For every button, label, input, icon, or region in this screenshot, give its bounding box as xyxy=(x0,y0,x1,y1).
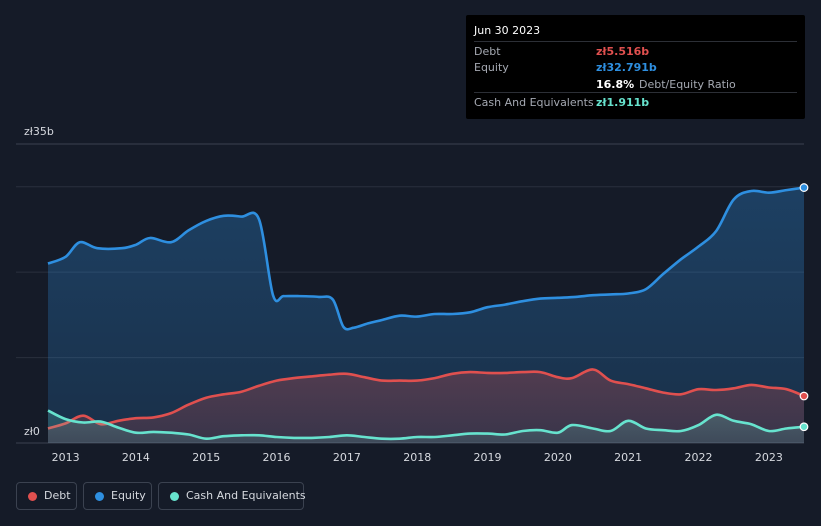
y-axis-min-label: zł0 xyxy=(24,425,40,438)
x-tick-label: 2014 xyxy=(122,451,150,464)
x-tick-label: 2021 xyxy=(614,451,642,464)
x-tick-label: 2018 xyxy=(403,451,431,464)
debt-area xyxy=(48,369,804,443)
x-tick-label: 2015 xyxy=(192,451,220,464)
equity-line xyxy=(47,186,805,331)
tooltip-debt-row: Debt zł5.516b xyxy=(474,41,797,59)
x-tick-label: 2020 xyxy=(544,451,572,464)
cash-and-equivalents-area xyxy=(48,410,804,443)
tooltip-date: Jun 30 2023 xyxy=(474,24,541,37)
debt-line xyxy=(47,368,805,430)
tooltip: Jun 30 2023 Debt zł5.516b Equity zł32.79… xyxy=(466,15,805,119)
tooltip-debt-value: zł5.516b xyxy=(596,45,650,58)
tooltip-equity-row: Equity zł32.791b xyxy=(474,58,797,75)
tooltip-cash-value: zł1.911b xyxy=(596,96,650,109)
equity-area xyxy=(48,187,804,443)
tooltip-ratio-value: 16.8% xyxy=(596,78,635,91)
tooltip-ratio-row: 16.8% Debt/Equity Ratio xyxy=(474,75,797,92)
tooltip-cash-label: Cash And Equivalents xyxy=(474,96,594,109)
x-tick-label: 2019 xyxy=(474,451,502,464)
x-tick-label: 2023 xyxy=(755,451,783,464)
debt-legend-dot-icon xyxy=(28,492,37,501)
equity-end-point xyxy=(799,183,809,192)
cash-and-equivalents-line xyxy=(47,409,805,441)
tooltip-debt-label: Debt xyxy=(474,45,501,58)
legend-equity[interactable]: Equity xyxy=(83,482,152,510)
legend-cash-label: Cash And Equivalents xyxy=(186,489,306,502)
x-tick-label: 2017 xyxy=(333,451,361,464)
x-tick-label: 2016 xyxy=(263,451,291,464)
legend-debt-label: Debt xyxy=(44,489,71,502)
x-tick-label: 2013 xyxy=(52,451,80,464)
y-axis-max-label: zł35b xyxy=(24,125,54,138)
legend-cash[interactable]: Cash And Equivalents xyxy=(158,482,306,510)
x-tick-label: 2022 xyxy=(685,451,713,464)
equity-legend-dot-icon xyxy=(95,492,104,501)
tooltip-equity-value: zł32.791b xyxy=(596,61,657,74)
cash-and-equivalents-end-point xyxy=(799,422,809,432)
tooltip-ratio-label: Debt/Equity Ratio xyxy=(639,78,736,91)
legend-equity-label: Equity xyxy=(111,489,146,502)
tooltip-equity-label: Equity xyxy=(474,61,509,74)
legend-debt[interactable]: Debt xyxy=(16,482,77,510)
debt-end-point xyxy=(799,391,809,401)
cash-legend-dot-icon xyxy=(170,492,179,501)
tooltip-cash-row: Cash And Equivalents zł1.911b xyxy=(474,92,797,110)
